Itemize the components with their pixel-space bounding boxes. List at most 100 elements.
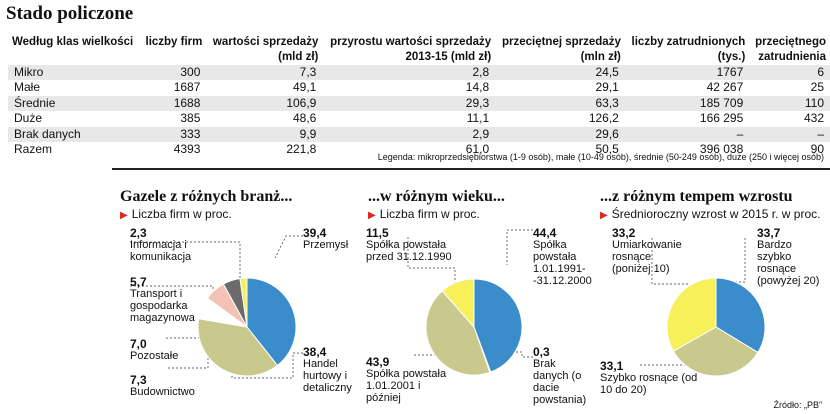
slice-value: 0,3 <box>533 345 550 359</box>
slice-name: Spółka powstała 1.01.1991- -31.12.2000 <box>533 239 592 287</box>
triangle-icon: ▶ <box>600 210 608 221</box>
slice-name: Spółka powstała przed 31.12.1990 <box>366 239 452 263</box>
pie-slice <box>715 277 766 354</box>
divider <box>112 168 830 170</box>
col-header: przeciętnej sprzedaży <box>501 36 621 48</box>
pie-slice <box>239 277 248 328</box>
section-subtitle: ▶ Liczba firm w proc. <box>368 207 505 221</box>
table-cell: 385 <box>180 111 201 126</box>
section-subtitle-text: Liczba firm w proc. <box>131 207 232 221</box>
row-label-cell: Razem <box>14 142 53 157</box>
triangle-icon: ▶ <box>368 210 376 221</box>
slice-value: 2,3 <box>130 226 147 240</box>
source-note: Źródło: „PB” <box>773 400 822 410</box>
slice-label: 5,7 Transport i gospodarka magazynowa <box>130 276 210 324</box>
row-label-cell: Brak danych <box>8 126 141 143</box>
section-heading: ...z różnym tempem wzrostu <box>600 188 793 205</box>
table-cell: 221,8 <box>286 142 317 157</box>
slice-value: 33,7 <box>757 226 781 240</box>
table-cell: 333 <box>140 126 207 143</box>
pie-slice <box>666 277 717 352</box>
pie-slice <box>197 318 279 377</box>
pie-slice <box>473 278 523 373</box>
table-cell: 29,6 <box>495 126 625 143</box>
table-cell: 61,0 <box>465 142 490 157</box>
section-heading: Gazele z różnych branż... <box>120 188 293 205</box>
section-subtitle: ▶ Średnioroczny wzrost w 2015 r. w proc. <box>600 207 820 221</box>
table-row: Małe 1687 49,1 14,8 29,1 42 267 25 <box>8 80 830 95</box>
table-cell: 63,3 <box>495 95 625 112</box>
table-cell: 90 <box>810 142 824 157</box>
slice-label: 11,5 Spółka powstała przed 31.12.1990 <box>366 227 456 263</box>
table-cell: 185 709 <box>624 95 750 112</box>
slice-value: 5,7 <box>130 275 147 289</box>
table-cell: 25 <box>810 80 824 95</box>
table-cell: 6 <box>749 65 830 81</box>
table-cell: 166 295 <box>699 111 744 126</box>
table-cell: 24,5 <box>495 65 625 81</box>
table-cell: 4393 <box>173 142 201 157</box>
section-subtitle: ▶ Liczba firm w proc. <box>120 207 292 221</box>
row-label-cell: Duże <box>14 111 43 126</box>
table-row: Mikro 300 7,3 2,8 24,5 1767 6 <box>8 65 830 81</box>
table-header-row: Według klas wielkości liczby firm wartoś… <box>8 34 830 50</box>
table-cell: – <box>749 126 830 143</box>
table-cell: 300 <box>140 65 207 81</box>
col-header-sub: (mln zł) <box>580 51 621 63</box>
table-legend: Legenda: mikroprzedsiębiorstwa (1-9 osób… <box>377 152 824 162</box>
slice-name: Szybko rosnące (od 10 do 20) <box>600 372 698 396</box>
slice-label: 7,0 Pozostałe <box>130 338 178 362</box>
slice-label: 33,7 Bardzo szybko rosnące (powyżej 20) <box>757 227 827 287</box>
slice-value: 7,0 <box>130 337 147 351</box>
slice-label: 7,3 Budownictwo <box>130 374 195 398</box>
table-cell: 2,8 <box>322 65 496 81</box>
slice-value: 7,3 <box>130 373 147 387</box>
slice-label: 2,3 Informacja i komunikacja <box>130 227 225 263</box>
section-subtitle-text: Średnioroczny wzrost w 2015 r. w proc. <box>611 207 821 221</box>
slice-name: Handel hurtowy i detaliczny <box>303 358 352 394</box>
slice-label: 33,1 Szybko rosnące (od 10 do 20) <box>600 360 700 396</box>
slice-value: 44,4 <box>533 226 557 240</box>
col-header: przeciętnego <box>755 36 826 48</box>
triangle-icon: ▶ <box>120 210 128 221</box>
table-row: Razem 4393 221,8 61,0 50,5 396 038 90 <box>8 142 830 157</box>
slice-name: Brak danych (o dacie powstania) <box>533 358 587 406</box>
col-header: liczby zatrudnionych <box>631 36 746 48</box>
table-cell: 396 038 <box>699 142 744 157</box>
slice-label: 43,9 Spółka powstała 1.01.2001 i później <box>366 356 458 404</box>
slice-name: Pozostałe <box>130 350 179 362</box>
col-header: liczby firm <box>145 36 203 48</box>
table-cell: 432 <box>803 111 824 126</box>
slice-name: Budownictwo <box>130 386 195 398</box>
table-cell: 48,6 <box>293 111 317 126</box>
row-label-cell: Małe <box>14 80 41 95</box>
table-cell: 42 267 <box>706 80 744 95</box>
table-cell: 11,1 <box>466 111 490 126</box>
slice-value: 33,2 <box>612 226 636 240</box>
slice-value: 43,9 <box>366 355 390 369</box>
table-cell: 50,5 <box>595 142 619 157</box>
table-cell: 1688 <box>140 95 207 112</box>
col-header: przyrostu wartości sprzedaży <box>330 36 492 48</box>
pie-slice <box>246 277 297 367</box>
table-cell: 110 <box>749 95 830 112</box>
table-cell: 14,8 <box>465 80 490 95</box>
col-header-sub: zatrudnienia <box>758 51 826 63</box>
section-heading: ...w różnym wieku... <box>368 188 505 205</box>
pie-chart-wiek <box>425 278 523 376</box>
row-label-cell: Średnie <box>8 95 141 112</box>
slice-value: 38,4 <box>303 345 327 359</box>
col-header: Według klas wielkości <box>12 36 134 48</box>
table-cell: 2,9 <box>322 126 496 143</box>
table-row: Brak danych 333 9,9 2,9 29,6– – <box>8 126 830 143</box>
table-cell: 7,3 <box>206 65 323 81</box>
table-cell: 1687 <box>173 80 201 95</box>
slice-label: 44,4 Spółka powstała 1.01.1991- -31.12.20… <box>533 227 595 287</box>
row-label-cell: Mikro <box>8 65 141 81</box>
table-cell: 106,9 <box>206 95 323 112</box>
table-header-row: (mld zł) 2013-15 (mld zł) (mln zł) (tys.… <box>8 50 830 65</box>
table-cell: 9,9 <box>206 126 323 143</box>
slice-label: 33,2 Umiarkowanie rosnące (poniżej 10) <box>612 227 692 275</box>
slice-value: 39,4 <box>303 226 327 240</box>
